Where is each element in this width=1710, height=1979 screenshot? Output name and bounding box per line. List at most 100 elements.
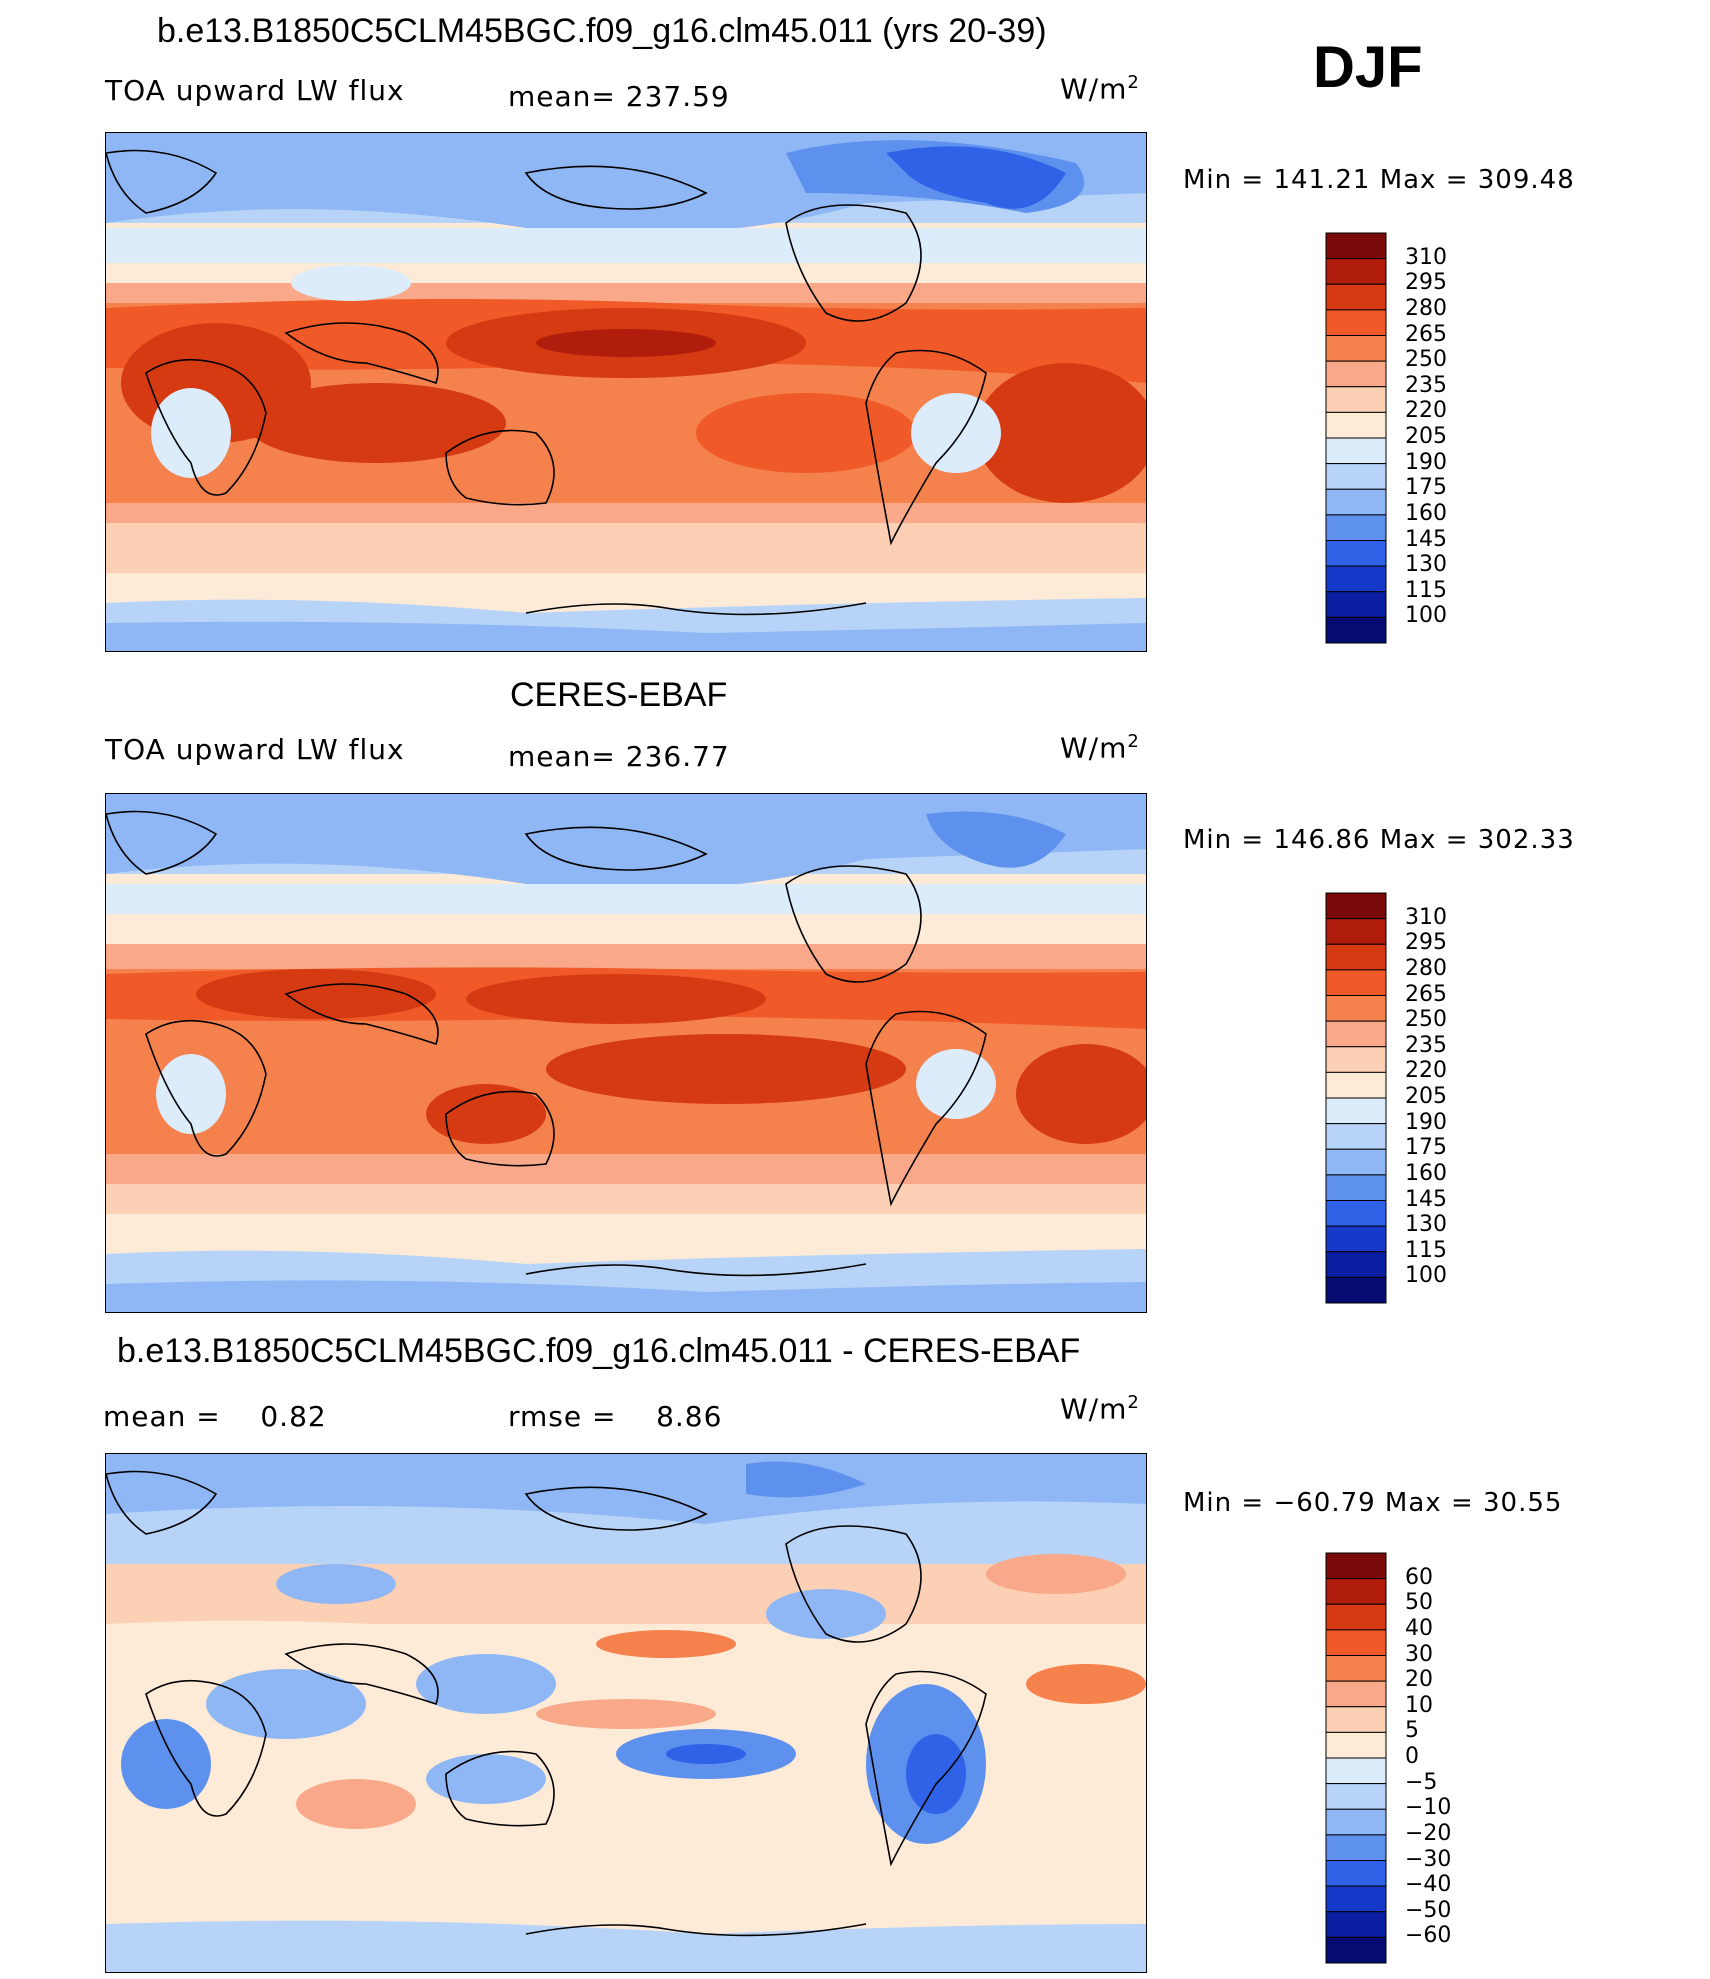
panel2-minmax: Min = 146.86 Max = 302.33 [1183,825,1575,855]
panel3-colorbar-label: −60 [1405,1923,1452,1949]
panel1-colorbar-bin [1325,591,1387,618]
panel3-colorbar-bin [1325,1936,1387,1964]
panel1-colorbar-bin [1325,283,1387,311]
panel2-colorbar-bin [1325,1200,1387,1227]
panel2-map [105,793,1147,1313]
panel2-contour-field [106,794,1146,1312]
panel1-colorbar-label: 310 [1405,244,1447,270]
panel2-colorbar-bin [1325,918,1387,945]
panel1-colorbar-label: 175 [1405,475,1447,501]
panel1-contour-field [106,133,1146,651]
panel1-colorbar-label: 250 [1405,347,1447,373]
panel2-colorbar-label: 205 [1405,1084,1447,1109]
panel3-colorbar-bin [1325,1680,1387,1708]
panel2-title: CERES-EBAF [510,676,728,714]
panel3-colorbar-label: 40 [1405,1615,1433,1641]
panel3-colorbar-bin [1325,1783,1387,1810]
panel2-colorbar-bin [1325,1276,1387,1304]
panel3-colorbar-label: 20 [1405,1667,1433,1693]
panel2-variable-label: TOA upward LW flux [105,733,405,766]
panel1-colorbar-label: 160 [1405,500,1447,526]
panel2-colorbar-label: 145 [1405,1186,1447,1212]
panel3-rmse-label: rmse = 8.86 [508,1400,723,1433]
panel1-colorbar-bin [1325,488,1387,516]
panel3-colorbar-label: 10 [1405,1692,1433,1718]
panel2-colorbar-bin [1325,892,1387,920]
panel1-colorbar-label: 220 [1405,398,1447,424]
panel3-colorbar-label: 5 [1405,1718,1419,1744]
panel3-units: W/m2 [1060,1392,1140,1426]
panel1-variable-label: TOA upward LW flux [105,74,405,107]
panel2-colorbar-bin [1325,1251,1387,1278]
panel1-colorbar-label: 130 [1405,552,1447,578]
panel3-colorbar-bin [1325,1885,1387,1913]
panel2-colorbar-label: 250 [1405,1007,1447,1033]
panel3-title: b.e13.B1850C5CLM45BGC.f09_g16.clm45.011 … [117,1332,1081,1370]
panel1-colorbar-bin [1325,514,1387,541]
panel3-colorbar-label: −30 [1405,1846,1452,1872]
panel2-colorbar-bin [1325,1071,1387,1099]
panel2-colorbar-bin [1325,1174,1387,1201]
panel1-units: W/m2 [1060,72,1140,106]
panel1-title: b.e13.B1850C5CLM45BGC.f09_g16.clm45.011 … [157,12,1047,50]
panel1-minmax: Min = 141.21 Max = 309.48 [1183,165,1575,195]
panel2-colorbar-label: 220 [1405,1058,1447,1084]
panel2-colorbar-bin [1325,1148,1387,1176]
panel1-colorbar-label: 265 [1405,321,1447,347]
panel1-colorbar-label: 295 [1405,270,1447,296]
panel1-colorbar-label: 205 [1405,424,1447,449]
panel2-colorbar-bin [1325,1097,1387,1125]
panel2-colorbar-label: 115 [1405,1237,1447,1263]
panel2-colorbar-label: 160 [1405,1160,1447,1186]
panel1-colorbar-bin [1325,232,1387,260]
panel2-colorbar-bin [1325,943,1387,971]
panel1-mean-label: mean= 237.59 [508,80,730,113]
panel2-colorbar-bin [1325,969,1387,996]
panel3-colorbar-label: 30 [1405,1641,1433,1667]
panel3-colorbar-label: −10 [1405,1795,1452,1821]
panel3-colorbar-label: −20 [1405,1820,1452,1846]
panel1-map [105,132,1147,652]
panel1-colorbar-bin [1325,540,1387,567]
panel1-colorbar-label: 235 [1405,372,1447,398]
panel2-colorbar-bin [1325,1123,1387,1150]
panel1-colorbar-label: 145 [1405,526,1447,552]
panel3-colorbar-bin [1325,1860,1387,1887]
panel3-colorbar-bin [1325,1603,1387,1631]
panel2-colorbar-bin [1325,1046,1387,1073]
panel3-colorbar-label: −40 [1405,1872,1452,1898]
panel3-colorbar-bin [1325,1911,1387,1938]
panel2-colorbar-bin [1325,1225,1387,1253]
panel3-colorbar-label: −5 [1405,1769,1438,1795]
panel1-colorbar-bin [1325,565,1387,593]
panel3-colorbar-label: −50 [1405,1897,1452,1923]
panel2-colorbar-bin [1325,995,1387,1022]
panel3-colorbar-label: 60 [1405,1564,1433,1590]
panel3-colorbar-bin [1325,1655,1387,1682]
panel1-colorbar-bin [1325,335,1387,362]
panel3-colorbar-label: 50 [1405,1590,1433,1616]
panel3-colorbar-bin [1325,1808,1387,1836]
panel1-colorbar [1325,232,1387,644]
panel1-colorbar-label: 190 [1405,449,1447,475]
panel2-colorbar-label: 130 [1405,1212,1447,1238]
panel3-colorbar-bin [1325,1731,1387,1759]
panel2-colorbar-label: 310 [1405,904,1447,930]
panel2-colorbar-label: 265 [1405,981,1447,1007]
panel2-colorbar-bin [1325,1020,1387,1048]
panel3-colorbar-label: 0 [1405,1744,1419,1769]
panel1-colorbar-bin [1325,437,1387,465]
panel1-colorbar-bin [1325,386,1387,413]
panel2-colorbar-label: 190 [1405,1109,1447,1135]
panel3-colorbar-bin [1325,1834,1387,1861]
panel2-colorbar-label: 295 [1405,930,1447,956]
panel1-colorbar-bin [1325,463,1387,490]
season-label: DJF [1313,35,1423,100]
panel1-colorbar-label: 280 [1405,295,1447,321]
panel1-colorbar-label: 100 [1405,603,1447,629]
panel2-colorbar [1325,892,1387,1304]
panel2-colorbar-label: 100 [1405,1263,1447,1289]
panel2-mean-label: mean= 236.77 [508,740,730,773]
panel1-colorbar-bin [1325,616,1387,644]
panel3-colorbar-bin [1325,1757,1387,1785]
